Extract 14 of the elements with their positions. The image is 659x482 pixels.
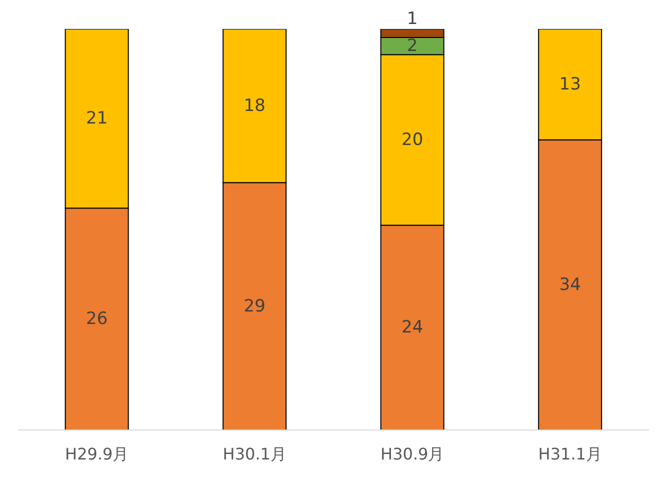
x-tick-label: H30.9月 — [380, 444, 444, 464]
data-label: 18 — [244, 96, 266, 116]
x-tick-label: H31.1月 — [538, 444, 602, 464]
data-label: 29 — [244, 296, 266, 316]
data-label: 1 — [406, 9, 418, 29]
data-label: 24 — [402, 318, 424, 338]
data-label: 2 — [406, 36, 418, 56]
data-label: 20 — [402, 130, 424, 150]
data-label: 21 — [86, 108, 108, 129]
data-label: 13 — [559, 74, 581, 94]
x-tick-label: H30.1月 — [222, 444, 286, 464]
data-label: 26 — [86, 309, 108, 330]
x-tick-label: H29.9月 — [65, 444, 129, 464]
data-label: 34 — [559, 274, 581, 295]
